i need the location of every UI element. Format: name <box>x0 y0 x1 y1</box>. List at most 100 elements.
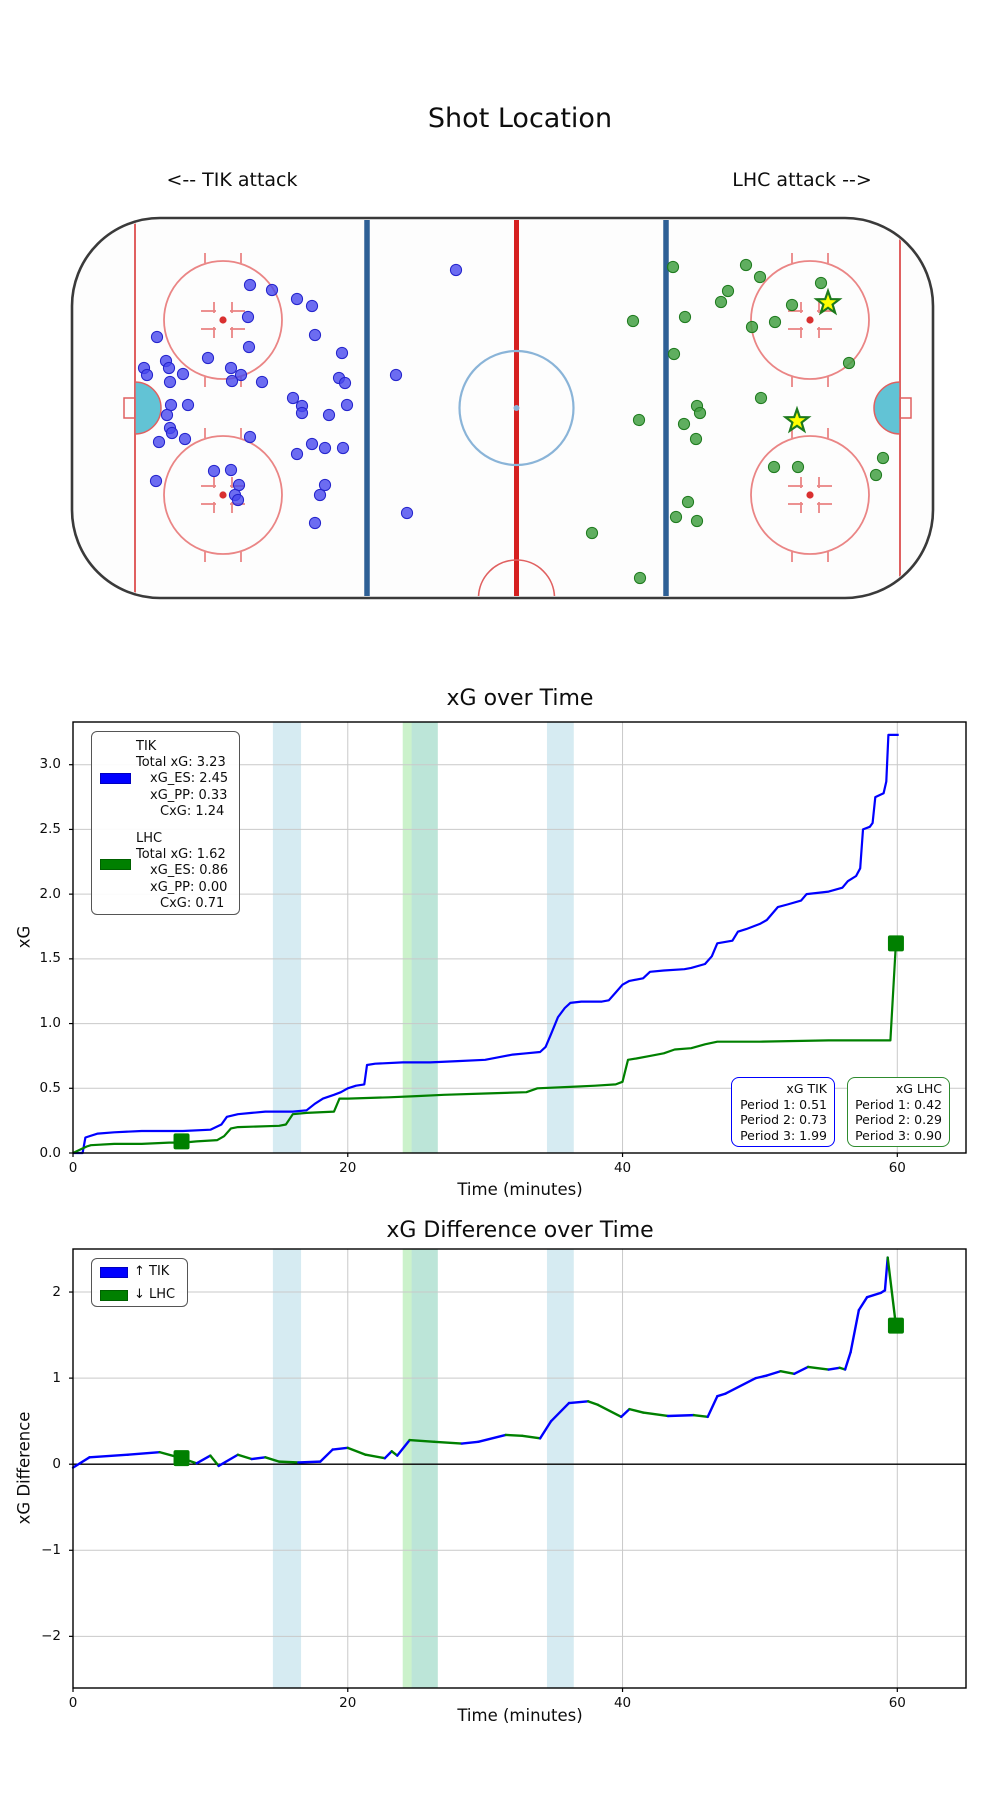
legend-tik-pp: xG_PP: 0.33 <box>150 787 228 803</box>
xg-diff-segment <box>666 1413 696 1418</box>
lhc-shot-dot <box>739 258 753 272</box>
xg-diff-segment <box>886 1256 898 1327</box>
lhc-shot-dot <box>754 391 768 405</box>
xg-x-axis-label: Time (minutes) <box>457 1180 583 1199</box>
goal-frame-right <box>899 397 912 419</box>
y-tick-label: 0 <box>52 1455 61 1472</box>
xg-diff-segment <box>88 1453 130 1459</box>
tik-shot-dot <box>241 310 255 324</box>
y-tick-label: 0.5 <box>39 1079 61 1096</box>
tik-shot-dot <box>160 408 174 422</box>
x-tick-label: 0 <box>68 1160 78 1176</box>
xg-diff-segment <box>865 1291 883 1299</box>
xg-diff-segment <box>250 1456 267 1461</box>
rink-boards <box>70 216 935 600</box>
lhc-goal-marker <box>173 1133 190 1150</box>
period-line: Period 3: 0.90 <box>855 1127 942 1143</box>
lhc-legend-swatch <box>100 859 131 870</box>
xg-diff-segment <box>209 1454 220 1468</box>
xg-diff-segment <box>364 1453 387 1460</box>
tik-shot-dot <box>305 299 319 313</box>
plot-border <box>72 1248 967 1689</box>
y-tick-label: −2 <box>41 1627 61 1644</box>
y-tick-label: 2.0 <box>39 885 61 902</box>
faceoff-dot <box>219 316 227 324</box>
period-line: Period 3: 1.99 <box>740 1127 827 1143</box>
lhc-shot-dot <box>626 314 640 328</box>
lhc-shot-dot <box>791 460 805 474</box>
legend-lhc-name: LHC <box>136 831 163 847</box>
xg-diff-segment <box>538 1419 553 1440</box>
lhc-shot-dot <box>677 417 691 431</box>
xg-diff-segment <box>504 1433 524 1437</box>
xg-diff-segment <box>716 1392 727 1398</box>
legend-lhc-total: Total xG: 1.62 <box>136 847 226 863</box>
center-circle <box>458 349 575 467</box>
xg-diff-segment <box>849 1308 861 1354</box>
lhc-shot-dot <box>753 270 767 284</box>
xg-diff-segment <box>331 1446 349 1451</box>
xg-diff-segment <box>779 1370 796 1376</box>
xg-diff-segment <box>857 1296 869 1312</box>
tik-shot-dot <box>308 516 322 530</box>
lhc-shot-dot <box>666 260 680 274</box>
lhc-shot-dot <box>669 510 683 524</box>
period-line: Period 1: 0.51 <box>740 1096 827 1112</box>
tik-shot-dot <box>243 430 257 444</box>
tik-shot-dot <box>243 278 257 292</box>
tik-shot-dot <box>234 368 248 382</box>
xg-diff-segment <box>319 1448 334 1463</box>
lhc-shot-dot <box>745 320 759 334</box>
diff-chart-title: xG Difference over Time <box>386 1218 654 1243</box>
legend-tik-es: xG_ES: 2.45 <box>150 771 229 787</box>
tik-diff-swatch <box>100 1267 128 1278</box>
y-tick-label: 0.0 <box>39 1144 61 1161</box>
powerplay-band <box>546 722 574 1153</box>
legend-lhc-cxg: CxG: 0.71 <box>160 895 225 911</box>
faceoff-circle <box>750 260 870 380</box>
lhc-shot-dot <box>667 347 681 361</box>
tik-shot-dot <box>290 447 304 461</box>
tik-shot-dot <box>165 426 179 440</box>
period-line: Period 2: 0.29 <box>855 1112 942 1128</box>
xg-diff-segment <box>396 1438 411 1457</box>
tik-shot-dot <box>308 328 322 342</box>
rink-markings <box>123 220 912 596</box>
x-tick-label: 20 <box>339 1160 357 1176</box>
xg-diff-segment <box>724 1376 758 1395</box>
lhc-shot-dot <box>678 310 692 324</box>
goal-star-icon <box>782 405 812 434</box>
tik-shot-dot <box>152 435 166 449</box>
lhc-shot-dot <box>714 295 728 309</box>
tik-shot-dot <box>140 368 154 382</box>
xg-diff-segment <box>806 1365 830 1371</box>
tik-shot-dot <box>178 432 192 446</box>
tik-shot-dot <box>201 351 215 365</box>
tik-shot-dot <box>149 474 163 488</box>
tik-shot-dot <box>231 493 245 507</box>
tik-shot-dot <box>207 464 221 478</box>
xg-diff-segment <box>793 1365 810 1376</box>
tik-shot-dot <box>224 361 238 375</box>
period-line: Period 1: 0.42 <box>855 1096 942 1112</box>
lhc-shot-dot <box>689 432 703 446</box>
xg-chart-title: xG over Time <box>446 686 594 711</box>
xg-diff-segment <box>383 1450 393 1460</box>
powerplay-band <box>272 722 302 1153</box>
tik-shot-dot <box>255 375 269 389</box>
xg-diff-segment <box>236 1453 253 1461</box>
x-tick-label: 40 <box>613 1160 632 1176</box>
tik-shot-dot <box>176 367 190 381</box>
tik-shot-dot <box>305 437 319 451</box>
tik-shot-dot <box>162 361 176 375</box>
period-box-tik-title: xG TIK <box>786 1081 827 1096</box>
tik-shot-dot <box>400 506 414 520</box>
tik-shot-dot <box>340 398 354 412</box>
xg-diff-segment <box>692 1413 709 1419</box>
xg-diff-segment <box>706 1394 719 1419</box>
rink <box>70 216 935 600</box>
faceoff-circle <box>163 260 283 380</box>
xg-diff-segment <box>264 1456 281 1463</box>
tik-shot-dot <box>163 375 177 389</box>
